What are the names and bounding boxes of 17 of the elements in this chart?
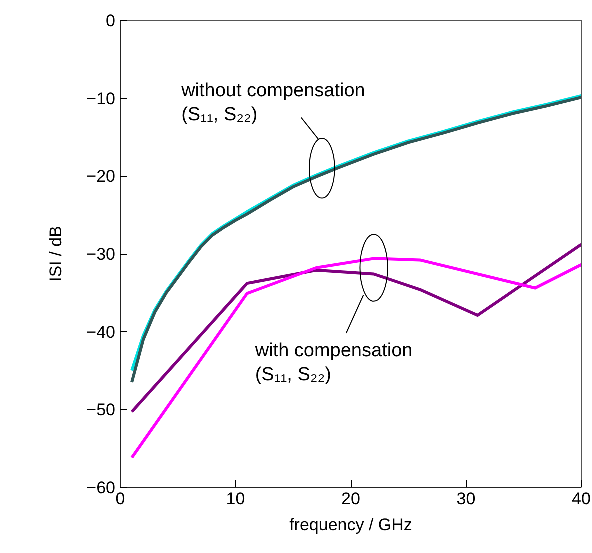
y-tick-label: −40 bbox=[86, 322, 116, 342]
x-tick-label: 40 bbox=[572, 490, 591, 508]
y-tick-label: −30 bbox=[86, 245, 116, 264]
y-axis-title: ISI / dB bbox=[46, 226, 66, 282]
y-tick-label: −60 bbox=[86, 478, 116, 498]
x-tick-label: 20 bbox=[342, 490, 360, 508]
x-tick-label: 30 bbox=[456, 490, 476, 508]
annotation: without compensation (S₁₁, S₂₂) bbox=[180, 80, 366, 126]
line-series bbox=[130, 243, 582, 414]
y-tick-label: −50 bbox=[86, 400, 116, 420]
annotation: with compensation (S₁₁, S₂₂) bbox=[254, 340, 413, 386]
x-tick-label: 10 bbox=[226, 490, 246, 508]
line-series bbox=[130, 257, 582, 460]
y-tick-label: −10 bbox=[86, 89, 116, 108]
x-axis-title: frequency / GHz bbox=[290, 516, 412, 534]
y-tick-label: 0 bbox=[106, 12, 116, 30]
y-tick-label: −20 bbox=[86, 167, 116, 186]
